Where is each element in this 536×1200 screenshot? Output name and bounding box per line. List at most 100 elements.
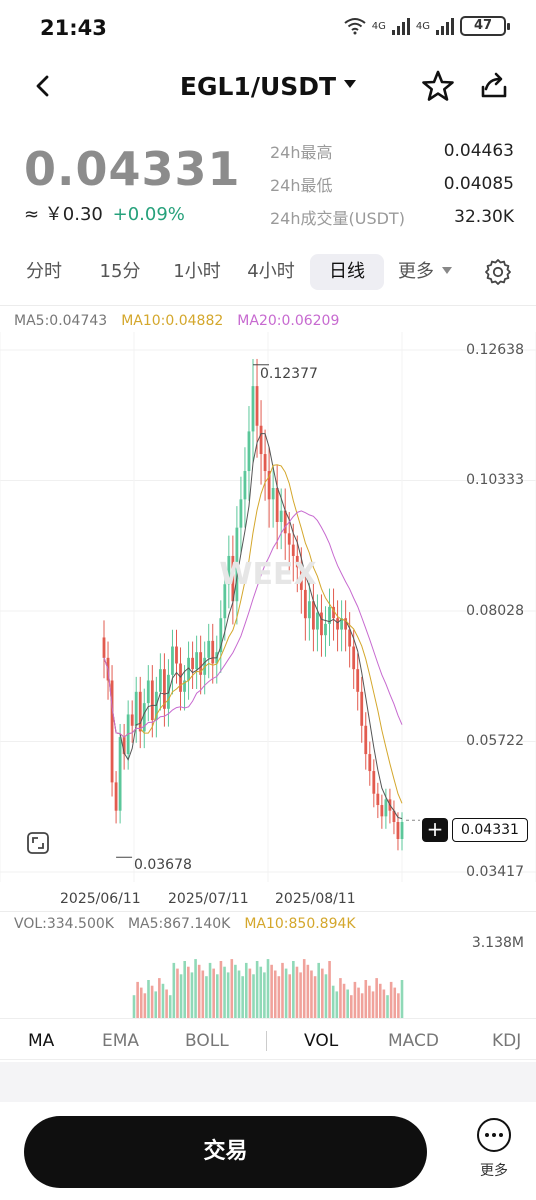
volume-bar bbox=[393, 987, 397, 1018]
x-tick-label: 2025/07/11 bbox=[168, 891, 249, 907]
volume-bar bbox=[306, 964, 310, 1018]
candle-body bbox=[283, 510, 287, 534]
candle-body bbox=[356, 669, 360, 692]
candle-body bbox=[223, 584, 227, 619]
candle-body bbox=[364, 725, 368, 755]
candle-body bbox=[259, 425, 263, 455]
candlestick-chart[interactable]: WEEX bbox=[0, 332, 536, 1022]
candle-body bbox=[114, 782, 118, 811]
signal-icon bbox=[391, 17, 410, 35]
volume-bar bbox=[328, 961, 331, 1018]
volume-bar bbox=[176, 968, 179, 1018]
expand-icon[interactable] bbox=[26, 831, 50, 855]
divider bbox=[0, 911, 536, 912]
volume-bar bbox=[248, 968, 252, 1018]
candle-body bbox=[271, 488, 275, 500]
indicator-vol[interactable]: VOL bbox=[304, 1031, 339, 1051]
ma5-line bbox=[103, 433, 403, 820]
volume-bar bbox=[378, 983, 382, 1018]
indicator-boll[interactable]: BOLL bbox=[185, 1031, 229, 1051]
candle-body bbox=[287, 533, 291, 545]
candle-body bbox=[211, 640, 215, 664]
trade-button[interactable]: 交易 bbox=[24, 1116, 427, 1188]
volume-bar bbox=[295, 966, 299, 1018]
tab-daily[interactable]: 日线 bbox=[310, 254, 384, 290]
pair-title: EGL1/USDT bbox=[179, 72, 337, 101]
candle-body bbox=[255, 386, 259, 426]
indicator-macd[interactable]: MACD bbox=[388, 1031, 439, 1051]
volume-bar bbox=[183, 961, 187, 1018]
candle-body bbox=[154, 691, 158, 721]
volume-bar bbox=[143, 993, 147, 1018]
candle-body bbox=[239, 499, 243, 528]
volume-bar bbox=[255, 961, 259, 1018]
share-icon[interactable] bbox=[476, 68, 512, 104]
volume-bar bbox=[215, 974, 219, 1018]
volume-bar bbox=[335, 991, 339, 1018]
volume-bar bbox=[230, 959, 234, 1018]
volume-bar bbox=[342, 983, 346, 1018]
volume-bar bbox=[270, 964, 273, 1018]
volume-bar bbox=[302, 959, 306, 1018]
indicator-kdj[interactable]: KDJ bbox=[492, 1031, 522, 1051]
candle-body bbox=[158, 669, 162, 692]
gear-icon[interactable] bbox=[484, 258, 512, 286]
candle-body bbox=[267, 471, 271, 500]
volume-bar bbox=[360, 993, 364, 1018]
volume-bar bbox=[197, 964, 201, 1018]
tab-more[interactable]: 更多 bbox=[390, 254, 460, 290]
candle-body bbox=[187, 657, 190, 681]
volume-bar bbox=[349, 995, 353, 1018]
volume-bar bbox=[219, 961, 223, 1018]
tab-15m[interactable]: 15分 bbox=[99, 261, 141, 282]
y-tick-label: 0.10333 bbox=[466, 472, 524, 488]
y-tick-label: 0.12638 bbox=[466, 342, 524, 358]
candle-body bbox=[332, 606, 335, 619]
timeframe-tabs: 分时 15分 1小时 4小时 日线 更多 bbox=[0, 254, 536, 294]
candle-body bbox=[207, 640, 211, 658]
more-button[interactable]: 更多 bbox=[466, 1118, 522, 1182]
indicator-ma[interactable]: MA bbox=[28, 1031, 55, 1051]
candle-body bbox=[163, 669, 166, 709]
stats-panel: 24h最高 0.04463 24h最低 0.04085 24h成交量(USDT) 32… bbox=[270, 134, 514, 233]
candle-body bbox=[247, 431, 251, 472]
tab-1h[interactable]: 1小时 bbox=[173, 261, 221, 282]
candle-body bbox=[396, 822, 400, 839]
tab-4h[interactable]: 4小时 bbox=[247, 261, 295, 282]
add-order-button[interactable]: + bbox=[422, 818, 448, 842]
volume-bar bbox=[397, 993, 400, 1018]
star-icon[interactable] bbox=[420, 68, 456, 104]
indicator-ema[interactable]: EMA bbox=[102, 1031, 140, 1051]
stat-label: 24h最低 bbox=[270, 175, 333, 195]
volume-bar bbox=[179, 974, 183, 1018]
candle-body bbox=[130, 714, 134, 726]
stat-label: 24h成交量(USDT) bbox=[270, 208, 405, 228]
stat-value: 0.04085 bbox=[443, 173, 514, 194]
volume-bar bbox=[313, 976, 317, 1018]
more-label: 更多 bbox=[480, 1163, 508, 1179]
price-sub: ≈ ￥0.30 +0.09% bbox=[24, 200, 185, 226]
last-price: 0.04331 bbox=[24, 142, 241, 196]
y-tick-label: 0.03417 bbox=[466, 864, 524, 880]
back-icon[interactable] bbox=[28, 70, 60, 102]
tab-time-sharing[interactable]: 分时 bbox=[26, 261, 62, 282]
spacer-band bbox=[0, 1062, 536, 1102]
candle-body bbox=[344, 618, 348, 630]
candle-body bbox=[235, 527, 239, 602]
vol-label: VOL:334.500K bbox=[14, 916, 114, 932]
pair-selector[interactable]: EGL1/USDT bbox=[0, 72, 536, 101]
volume-bar bbox=[187, 966, 190, 1018]
caret-down-icon bbox=[442, 266, 452, 274]
more-icon bbox=[477, 1118, 511, 1152]
candle-body bbox=[324, 623, 327, 636]
volume-bar bbox=[353, 981, 357, 1018]
candle-body bbox=[307, 601, 311, 619]
volume-bar bbox=[252, 974, 255, 1018]
status-bar: 21:43 4G 4G 47 bbox=[0, 0, 536, 58]
volume-bar bbox=[371, 991, 375, 1018]
ma20-line bbox=[103, 510, 403, 738]
candle-body bbox=[275, 488, 279, 522]
candle-body bbox=[171, 646, 174, 675]
volume-bar bbox=[339, 978, 342, 1018]
price-change: +0.09% bbox=[112, 204, 185, 225]
